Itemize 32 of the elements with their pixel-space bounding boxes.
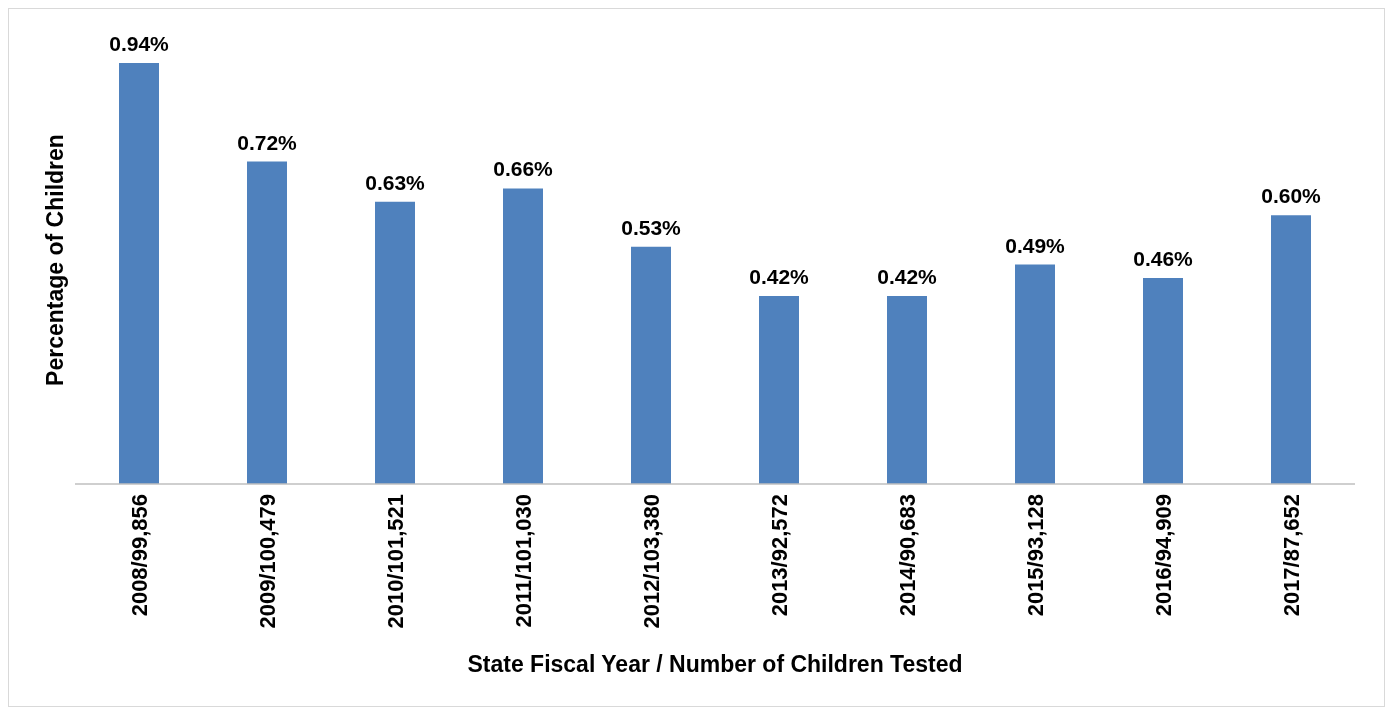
bar bbox=[247, 161, 287, 484]
bar bbox=[119, 63, 159, 484]
x-tick-label: 2012/103,380 bbox=[638, 494, 664, 629]
data-label: 0.42% bbox=[877, 264, 938, 288]
bar bbox=[1271, 215, 1311, 484]
data-label: 0.94% bbox=[109, 32, 170, 55]
data-label: 0.53% bbox=[621, 215, 682, 239]
bar bbox=[759, 295, 799, 484]
x-tick-label: 2008/99,856 bbox=[126, 494, 152, 617]
bar bbox=[631, 246, 671, 484]
x-tick-label: 2015/93,128 bbox=[1022, 494, 1048, 617]
x-tick-label: 2014/90,683 bbox=[894, 494, 920, 617]
x-tick-label: 2017/87,652 bbox=[1278, 494, 1304, 617]
x-tick-label: 2011/101,030 bbox=[510, 494, 536, 628]
bar bbox=[1143, 277, 1183, 484]
x-tick-label: 2013/92,572 bbox=[766, 494, 792, 617]
bar bbox=[1015, 264, 1055, 484]
bar bbox=[375, 201, 415, 484]
y-axis-title: Percentage of Children bbox=[42, 134, 68, 386]
bar bbox=[503, 188, 543, 484]
data-label: 0.66% bbox=[493, 157, 554, 181]
data-label: 0.60% bbox=[1261, 184, 1322, 208]
data-label: 0.46% bbox=[1133, 246, 1194, 270]
data-label: 0.42% bbox=[749, 264, 810, 288]
x-axis-title: State Fiscal Year / Number of Children Tested bbox=[467, 651, 963, 677]
bar bbox=[887, 295, 927, 484]
x-tick-label: 2009/100,479 bbox=[254, 494, 280, 629]
data-label: 0.63% bbox=[365, 170, 426, 194]
x-tick-label: 2016/94,909 bbox=[1150, 494, 1176, 617]
x-tick-label: 2010/101,521 bbox=[382, 494, 408, 629]
data-label: 0.72% bbox=[237, 130, 298, 154]
data-label: 0.49% bbox=[1005, 233, 1066, 257]
